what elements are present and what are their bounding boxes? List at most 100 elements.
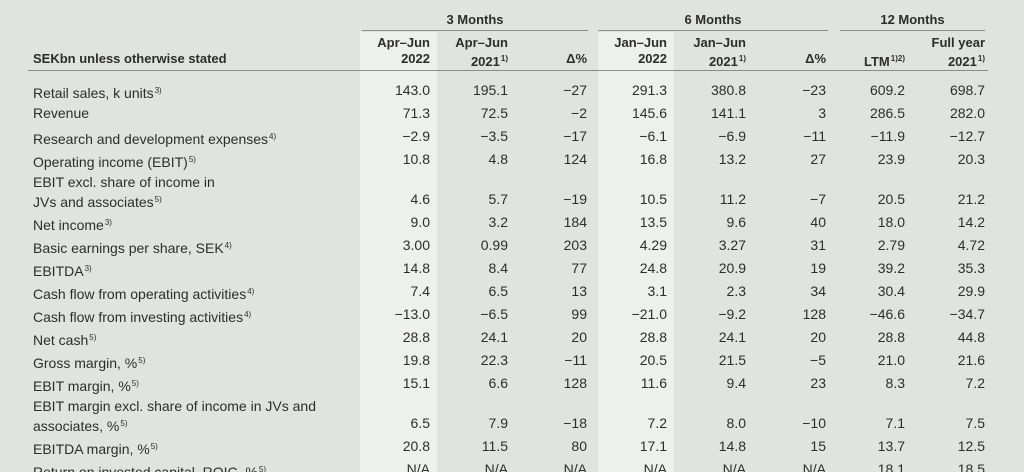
column-header: Jan–Jun	[693, 35, 746, 50]
column-header: Apr–Jun	[455, 35, 508, 50]
cell-value: 9.6	[726, 214, 746, 230]
cell-value: 20	[571, 329, 587, 345]
cell-value: −11	[564, 352, 587, 368]
cell-value: 14.8	[718, 438, 746, 454]
footnote-ref: 5)	[154, 195, 162, 204]
cell-value: N/A	[802, 461, 826, 472]
cell-value: 698.7	[949, 82, 985, 98]
cell-value: 124	[563, 151, 587, 167]
cell-value: 72.5	[480, 105, 508, 121]
cell-value: 7.4	[410, 283, 430, 299]
row-label: EBIT margin excl. share of income in JVs…	[33, 398, 316, 414]
footnote-ref: 5)	[258, 465, 267, 472]
cell-value: 145.6	[631, 105, 667, 121]
column-header: Full year	[931, 35, 985, 50]
cell-value: 3.2	[488, 214, 508, 230]
group-header: 12 Months	[880, 12, 945, 27]
cell-value: −11	[803, 128, 826, 144]
cell-value: 39.2	[877, 260, 905, 276]
cell-value: −6.1	[639, 128, 667, 144]
header-rule	[28, 70, 988, 71]
cell-value: 143.0	[394, 82, 430, 98]
cell-value: −9.2	[718, 306, 746, 322]
cell-value: 9.0	[410, 214, 430, 230]
cell-value: 4.72	[957, 237, 985, 253]
row-label: Basic earnings per share, SEK4)	[33, 240, 232, 256]
cell-value: 20.8	[402, 438, 430, 454]
column-header: 20211)	[470, 54, 508, 69]
cell-value: 7.2	[647, 415, 667, 431]
group-rule	[362, 30, 588, 31]
cell-value: 2.79	[877, 237, 905, 253]
cell-value: 291.3	[631, 82, 667, 98]
cell-value: 21.2	[957, 191, 985, 207]
cell-value: N/A	[643, 461, 667, 472]
row-label: Cash flow from investing activities4)	[33, 309, 252, 325]
row-label: JVs and associates5)	[33, 194, 162, 210]
column-header: Δ%	[566, 51, 587, 66]
cell-value: 13.7	[877, 438, 905, 454]
cell-value: 11.6	[640, 375, 667, 391]
cell-value: 22.3	[480, 352, 508, 368]
row-label: Retail sales, k units3)	[33, 85, 162, 101]
footnote-ref: 5)	[138, 356, 146, 365]
cell-value: 20.9	[718, 260, 746, 276]
row-label: Net cash5)	[33, 332, 97, 348]
cell-value: −7	[810, 191, 826, 207]
cell-value: 11.5	[481, 438, 508, 454]
column-header: Apr–Jun	[377, 35, 430, 50]
cell-value: 8.4	[488, 260, 508, 276]
cell-value: 14.2	[957, 214, 985, 230]
cell-value: 7.2	[965, 375, 985, 391]
cell-value: 21.0	[877, 352, 905, 368]
cell-value: 0.99	[480, 237, 508, 253]
cell-value: −17	[563, 128, 587, 144]
cell-value: 15.1	[402, 375, 430, 391]
row-label: Research and development expenses4)	[33, 131, 277, 147]
footnote-ref: 4)	[247, 287, 255, 296]
cell-value: N/A	[406, 461, 430, 472]
footnote-ref: 1)	[500, 54, 508, 63]
cell-value: 203	[563, 237, 587, 253]
cell-value: 286.5	[869, 105, 905, 121]
cell-value: −46.6	[869, 306, 905, 322]
cell-value: 99	[571, 306, 587, 322]
cell-value: −34.7	[949, 306, 985, 322]
cell-value: 16.8	[639, 151, 667, 167]
cell-value: 9.4	[726, 375, 746, 391]
footnote-ref: 5)	[89, 333, 97, 342]
row-label: EBIT excl. share of income in	[33, 174, 215, 190]
cell-value: −2	[571, 105, 587, 121]
column-header: 20211)	[708, 54, 746, 69]
cell-value: 17.1	[639, 438, 667, 454]
footnote-ref: 3)	[154, 86, 162, 95]
footnote-ref: 4)	[269, 132, 277, 141]
cell-value: −6.5	[480, 306, 508, 322]
row-label: EBITDA margin, %5)	[33, 441, 158, 457]
cell-value: 21.6	[957, 352, 985, 368]
cell-value: 27	[810, 151, 826, 167]
row-label: EBITDA3)	[33, 263, 92, 279]
cell-value: 7.1	[885, 415, 905, 431]
cell-value: 7.9	[488, 415, 508, 431]
cell-value: 23.9	[877, 151, 905, 167]
cell-value: −5	[810, 352, 826, 368]
row-label: EBIT margin, %5)	[33, 378, 139, 394]
cell-value: 13.2	[718, 151, 746, 167]
cell-value: 2.3	[726, 283, 746, 299]
cell-value: 184	[563, 214, 587, 230]
cell-value: 19	[810, 260, 826, 276]
cell-value: 128	[802, 306, 826, 322]
cell-value: 20.5	[877, 191, 905, 207]
cell-value: −12.7	[949, 128, 985, 144]
cell-value: −21.0	[631, 306, 667, 322]
cell-value: 28.8	[639, 329, 667, 345]
cell-value: 609.2	[869, 82, 905, 98]
row-label: Operating income (EBIT)5)	[33, 154, 196, 170]
cell-value: −18	[563, 415, 587, 431]
group-header: 6 Months	[684, 12, 742, 27]
cell-value: 8.0	[726, 415, 746, 431]
column-highlight	[598, 32, 674, 472]
cell-value: 10.5	[639, 191, 667, 207]
